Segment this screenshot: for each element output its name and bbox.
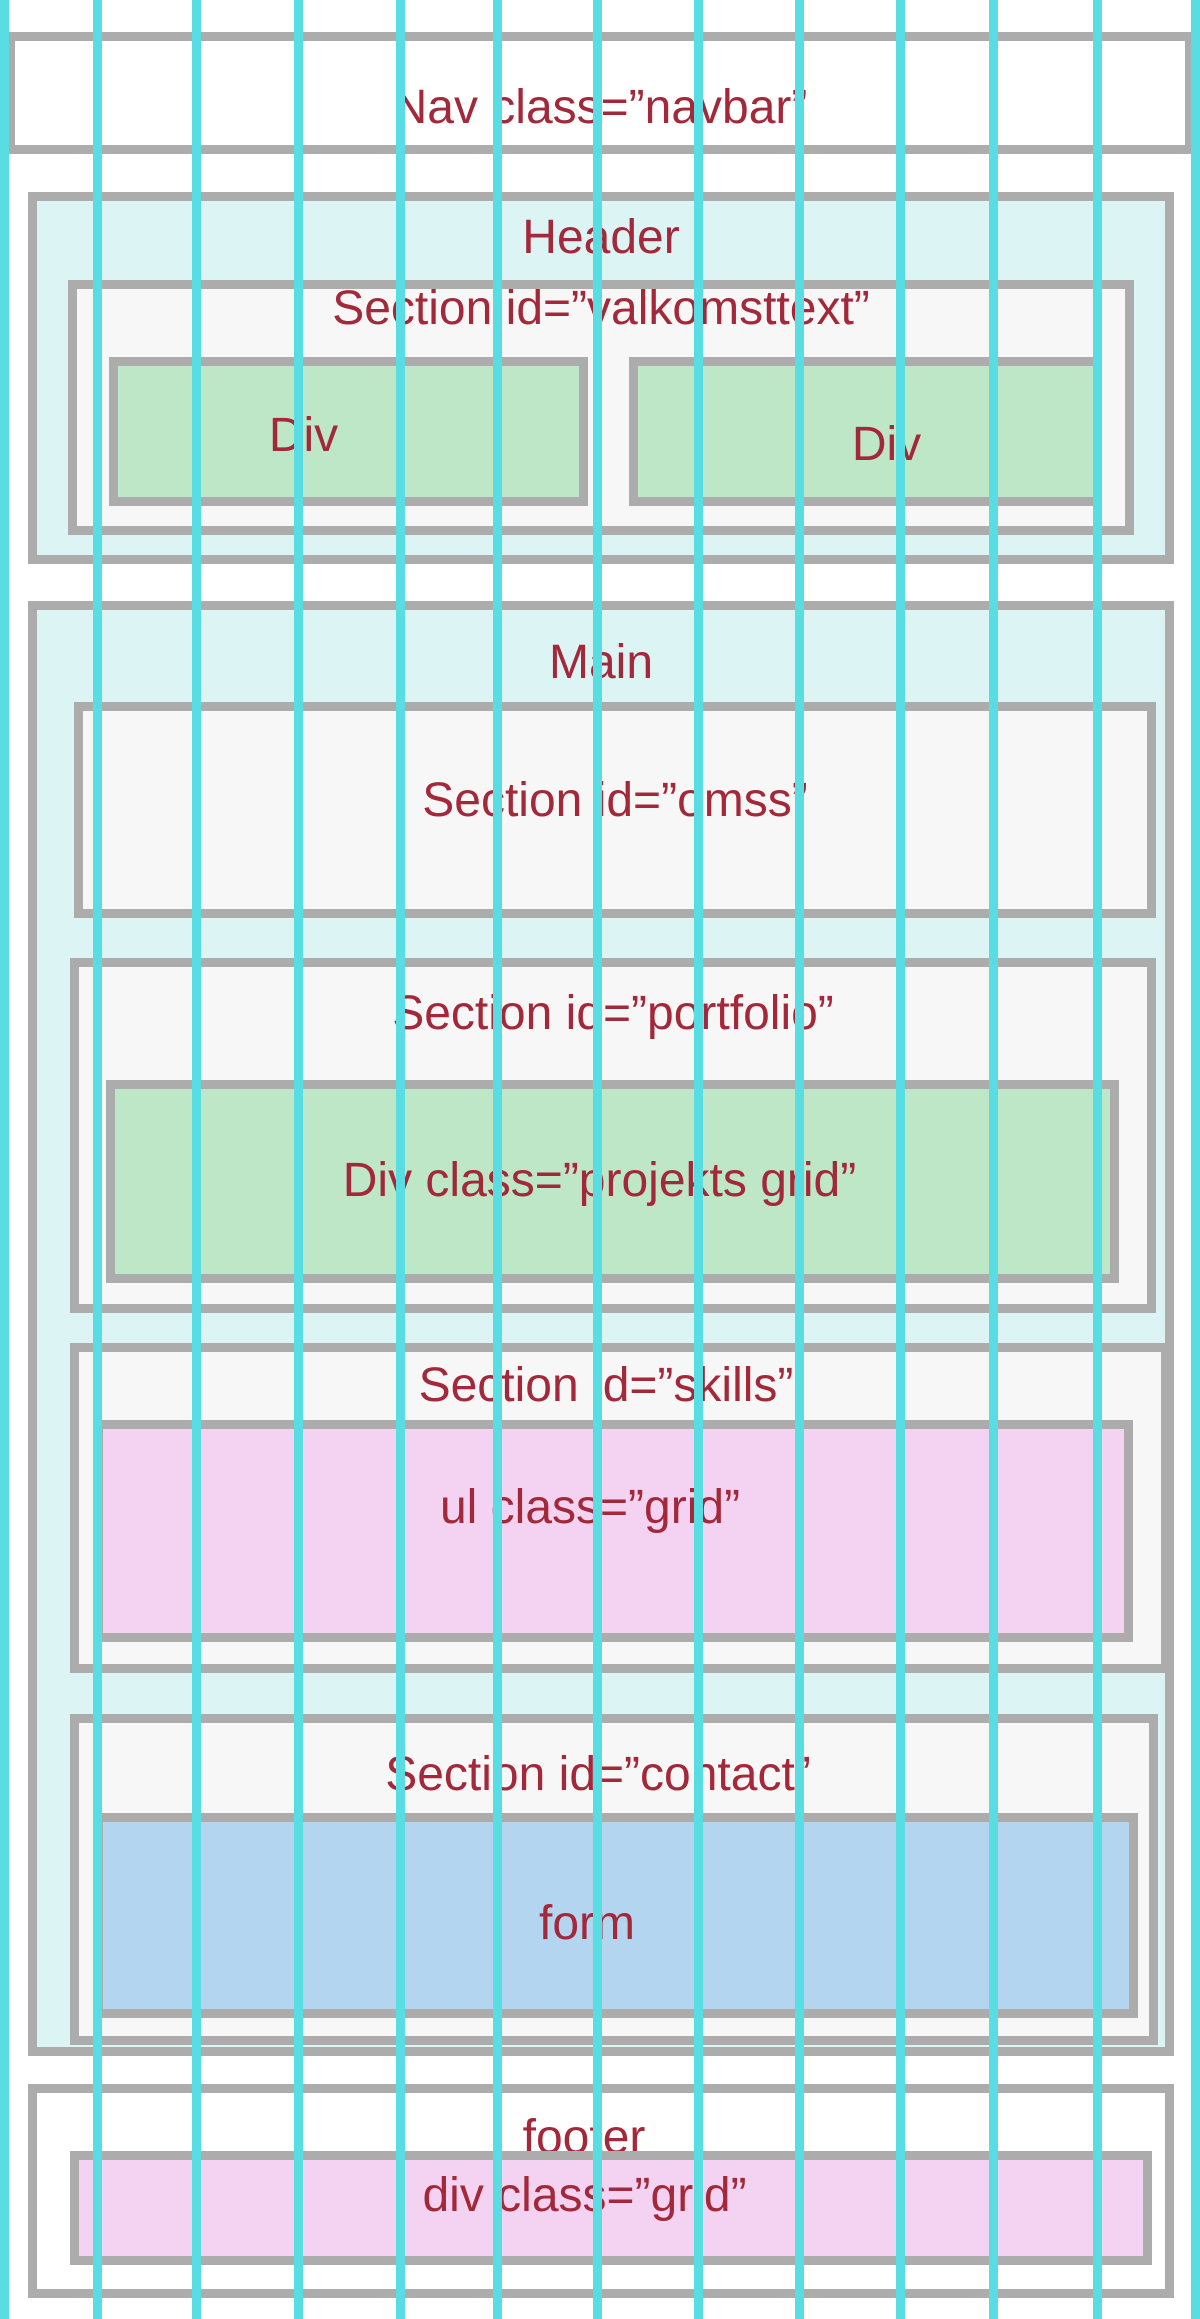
valkomsttext-section-label: Section id=”valkomsttext” <box>332 282 870 335</box>
contact-section-label: Section id=”contact” <box>385 1748 811 1801</box>
projekts-grid-label: Div class=”projekts grid” <box>342 1154 857 1207</box>
footer-div-grid-box: div class=”grid” <box>70 2151 1152 2265</box>
nav-box: Nav class=”navbar” <box>6 32 1194 154</box>
skills-ul-grid-label: ul class=”grid” <box>439 1481 741 1534</box>
contact-form-label: form <box>539 1897 635 1950</box>
skills-ul-grid-box: ul class=”grid” <box>94 1420 1133 1642</box>
header-box: Header Section id=”valkomsttext” Div Div <box>28 192 1174 564</box>
omss-section-label: Section id=”omss” <box>422 774 808 827</box>
contact-form-box: form <box>94 1813 1138 2018</box>
projekts-grid-box: Div class=”projekts grid” <box>106 1080 1119 1283</box>
main-box: Main Section id=”omss” Section id=”portf… <box>28 601 1174 2056</box>
column-line <box>0 0 9 2319</box>
skills-section-label: Section id=”skills” <box>418 1359 794 1412</box>
portfolio-section-box: Section id=”portfolio” Div class=”projek… <box>70 958 1156 1313</box>
div-left-box: Div <box>109 357 588 506</box>
contact-section-box: Section id=”contact” form <box>70 1714 1158 2045</box>
main-label: Main <box>548 636 654 689</box>
header-label: Header <box>522 211 680 264</box>
footer-div-grid-label: div class=”grid” <box>422 2169 747 2222</box>
div-right-label: Div <box>851 418 922 471</box>
portfolio-section-label: Section id=”portfolio” <box>392 987 834 1040</box>
footer-box: footer div class=”grid” <box>28 2084 1174 2298</box>
skills-section-box: Section id=”skills” ul class=”grid” <box>70 1343 1170 1673</box>
omss-section-box: Section id=”omss” <box>74 702 1156 918</box>
column-line <box>1191 0 1200 2319</box>
div-right-box: Div <box>629 357 1102 506</box>
div-left-label: Div <box>268 409 339 462</box>
valkomsttext-section-box: Section id=”valkomsttext” Div Div <box>68 280 1134 535</box>
nav-label: Nav class=”navbar” <box>392 81 808 134</box>
